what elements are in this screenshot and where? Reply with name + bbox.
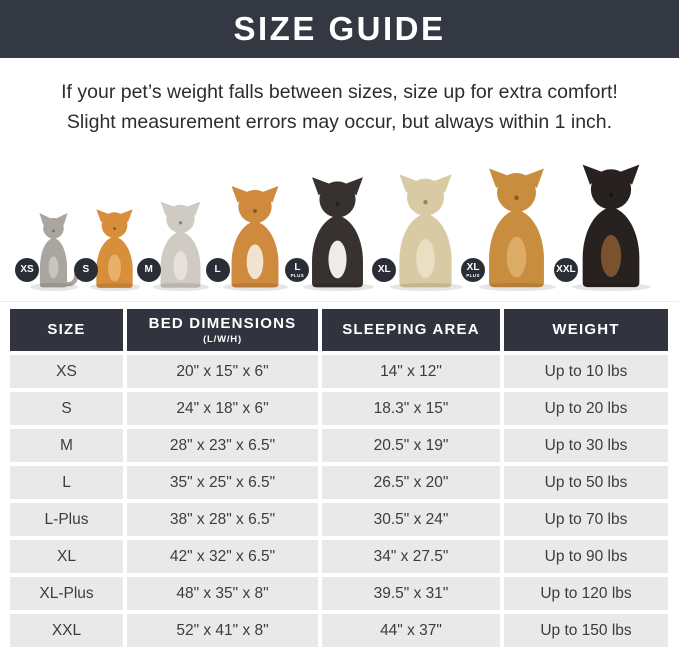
column-header-weight: WEIGHT [504,309,668,352]
size-badge-label: L [294,261,301,273]
size-badge-label: XXL [556,264,576,276]
pet-golden-retriever-image [489,168,545,288]
size-badge: L [205,258,230,283]
pet-cat: XS [15,213,81,292]
header-banner: SIZE GUIDE [0,0,679,58]
column-header-sublabel: (L/W/H) [203,333,242,345]
size-cell: XL [10,540,123,574]
pet-french-bulldog-image [160,201,201,288]
pet-shadow [30,283,78,292]
column-header-label: SIZE [47,321,86,338]
sleeping-area-cell: 18.3" x 15" [322,392,500,426]
size-cell: S [10,392,123,426]
weight-cell: Up to 20 lbs [504,392,668,426]
pet-shadow [152,283,209,292]
sleeping-area-cell: 20.5" x 19" [322,429,500,463]
sleeping-area-cell: 34" x 27.5" [322,540,500,574]
pet-size-row: XS S M L L PLUS XL XL PLUS XXL [0,147,679,303]
pet-pomeranian-image [96,209,133,289]
size-badge-sublabel: PLUS [290,272,305,278]
pet-golden-retriever: XL PLUS [461,165,561,292]
size-badge: M [136,258,161,283]
bed-dimensions-cell: 38" x 28" x 6.5" [127,503,318,537]
weight-cell: Up to 50 lbs [504,466,668,500]
pet-shiba-inu: L [205,183,293,292]
pet-labrador-image [399,174,452,288]
pet-doberman-image [582,164,640,288]
size-badge: XXL [553,258,578,283]
weight-cell: Up to 30 lbs [504,429,668,463]
size-cell: M [10,429,123,463]
size-badge-label: L [214,264,221,276]
size-badge-label: M [144,264,153,276]
sleeping-area-cell: 44" x 37" [322,614,500,647]
size-badge-sublabel: PLUS [466,272,480,278]
weight-cell: Up to 120 lbs [504,577,668,611]
pet-labrador: XL [372,171,468,292]
size-badge-label: XL [466,261,480,273]
pet-doberman: XXL [553,161,657,292]
sleeping-area-cell: 39.5" x 31" [322,577,500,611]
pet-shadow [89,283,141,292]
pet-french-bulldog: M [136,199,213,292]
column-header-sleeping-area: SLEEPING AREA [322,309,500,352]
size-cell: XXL [10,614,123,647]
weight-cell: Up to 70 lbs [504,503,668,537]
bed-dimensions-cell: 20" x 15" x 6" [127,355,318,389]
bed-dimensions-cell: 48" x 35" x 8" [127,577,318,611]
bed-dimensions-cell: 35" x 25" x 6.5" [127,466,318,500]
sleeping-area-cell: 30.5" x 24" [322,503,500,537]
column-header-size: SIZE [10,309,123,352]
bed-dimensions-cell: 28" x 23" x 6.5" [127,429,318,463]
pet-shadow [572,283,652,292]
size-table: SIZE BED DIMENSIONS (L/W/H) SLEEPING AREA WE… [10,309,668,647]
pet-shadow [479,283,556,292]
column-header-label: BED DIMENSIONS [148,315,297,332]
sleeping-area-cell: 26.5" x 20" [322,466,500,500]
page-title: SIZE GUIDE [233,10,446,47]
size-cell: L [10,466,123,500]
weight-cell: Up to 10 lbs [504,355,668,389]
size-badge: S [73,258,98,283]
bed-dimensions-cell: 52" x 41" x 8" [127,614,318,647]
size-cell: L-Plus [10,503,123,537]
column-header-label: SLEEPING AREA [342,321,480,338]
size-cell: XL-Plus [10,577,123,611]
sleeping-area-cell: 14" x 12" [322,355,500,389]
pet-border-collie: L PLUS [285,174,379,292]
size-badge: XL PLUS [461,258,486,283]
bed-dimensions-cell: 42" x 32" x 6.5" [127,540,318,574]
pet-pomeranian: S [73,207,144,292]
pet-shadow [303,283,375,292]
bed-dimensions-cell: 24" x 18" x 6" [127,392,318,426]
pet-shadow [390,283,464,292]
pet-border-collie-image [312,177,364,288]
size-cell: XS [10,355,123,389]
size-badge-label: XS [20,264,34,276]
intro-line-2: Slight measurement errors may occur, but… [66,110,613,133]
weight-cell: Up to 90 lbs [504,540,668,574]
pet-cat-image [39,213,79,288]
size-badge-label: XL [377,264,391,276]
size-badge: XL [372,258,397,283]
weight-cell: Up to 150 lbs [504,614,668,647]
column-header-bed-dimensions: BED DIMENSIONS (L/W/H) [127,309,318,352]
pet-shadow [222,283,288,292]
size-badge-label: S [82,264,90,276]
size-badge: XS [15,258,39,283]
size-badge: L PLUS [285,258,310,283]
intro-line-1: If your pet’s weight falls between sizes… [61,81,618,103]
intro-text: If your pet’s weight falls between sizes… [18,78,661,137]
column-header-label: WEIGHT [552,321,620,338]
pet-shiba-inu-image [231,186,279,288]
